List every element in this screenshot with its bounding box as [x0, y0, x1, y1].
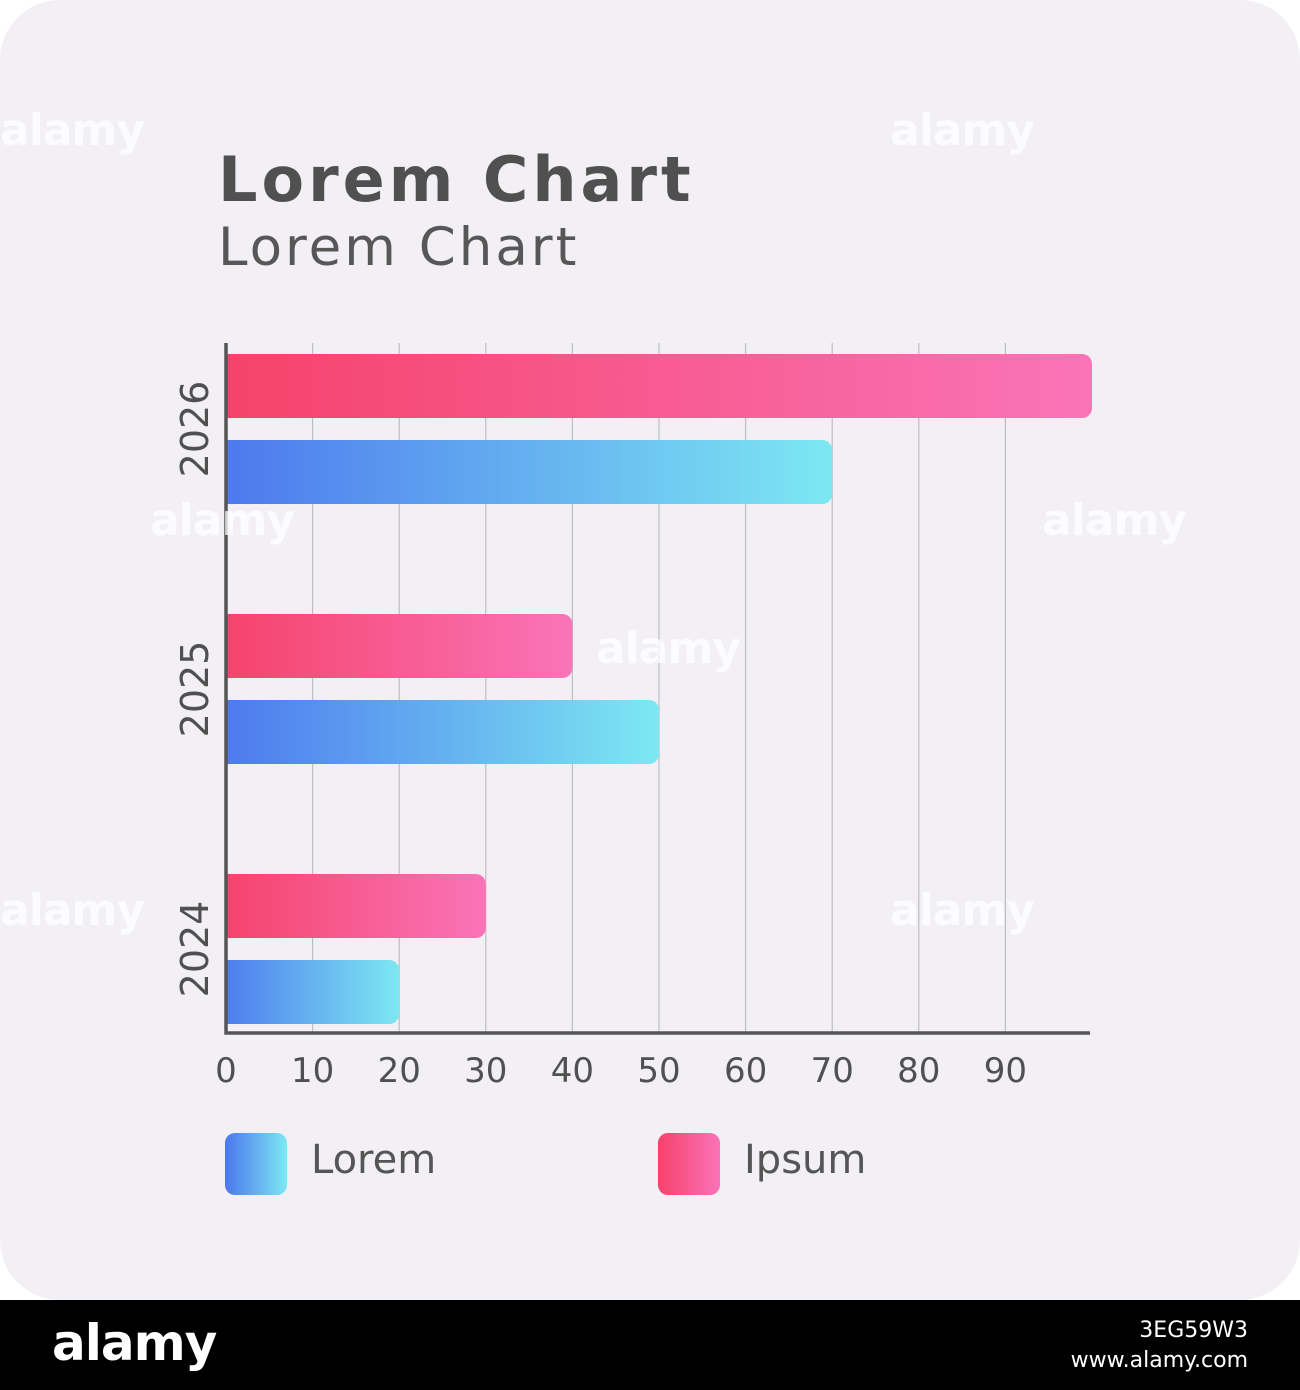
- footer-site: www.alamy.com: [1070, 1348, 1248, 1373]
- chart-subtitle: Lorem Chart: [218, 217, 580, 278]
- x-tick-label-50: 50: [637, 1051, 680, 1091]
- watermark: alamy: [150, 495, 295, 546]
- x-tick-label-90: 90: [984, 1051, 1027, 1091]
- footer-bar: alamy 3EG59W3 www.alamy.com: [0, 1300, 1300, 1390]
- axis-mask: [212, 343, 226, 1033]
- category-label-2024: 2024: [173, 901, 217, 998]
- x-tick-label-60: 60: [724, 1051, 767, 1091]
- legend-swatch-lorem: [225, 1133, 287, 1195]
- watermark: alamy: [890, 885, 1035, 936]
- watermark: alamy: [596, 623, 741, 674]
- chart-title: Lorem Chart: [218, 143, 695, 216]
- watermark: alamy: [1042, 495, 1187, 546]
- watermark: alamy: [0, 105, 145, 156]
- x-tick-label-30: 30: [464, 1051, 507, 1091]
- x-tick-label-40: 40: [551, 1051, 594, 1091]
- x-tick-label-20: 20: [378, 1051, 421, 1091]
- bar-ipsum-2026: [216, 354, 1092, 418]
- category-label-2025: 2025: [173, 641, 217, 738]
- bar-lorem-2026: [216, 440, 833, 504]
- watermark: alamy: [890, 105, 1035, 156]
- watermark: alamy: [0, 885, 145, 936]
- legend-swatch-ipsum: [658, 1133, 720, 1195]
- bar-ipsum-2025: [216, 614, 573, 678]
- bar-lorem-2025: [216, 700, 659, 764]
- legend-label-lorem: Lorem: [311, 1137, 437, 1183]
- footer-image-id: 3EG59W3: [1139, 1318, 1248, 1343]
- bar-lorem-2024: [216, 960, 400, 1024]
- footer-meta: 3EG59W3 www.alamy.com: [1071, 1316, 1248, 1376]
- bar-chart: 2026 2025 2024 0 10 20 30 40 50 60 70 80 90: [173, 343, 1092, 1091]
- category-label-2026: 2026: [173, 381, 217, 478]
- x-tick-label-0: 0: [215, 1051, 237, 1091]
- x-tick-label-80: 80: [897, 1051, 940, 1091]
- legend-label-ipsum: Ipsum: [744, 1137, 867, 1183]
- footer-logo: alamy: [52, 1314, 217, 1372]
- x-tick-label-10: 10: [291, 1051, 334, 1091]
- bar-ipsum-2024: [216, 874, 486, 938]
- x-tick-label-70: 70: [811, 1051, 854, 1091]
